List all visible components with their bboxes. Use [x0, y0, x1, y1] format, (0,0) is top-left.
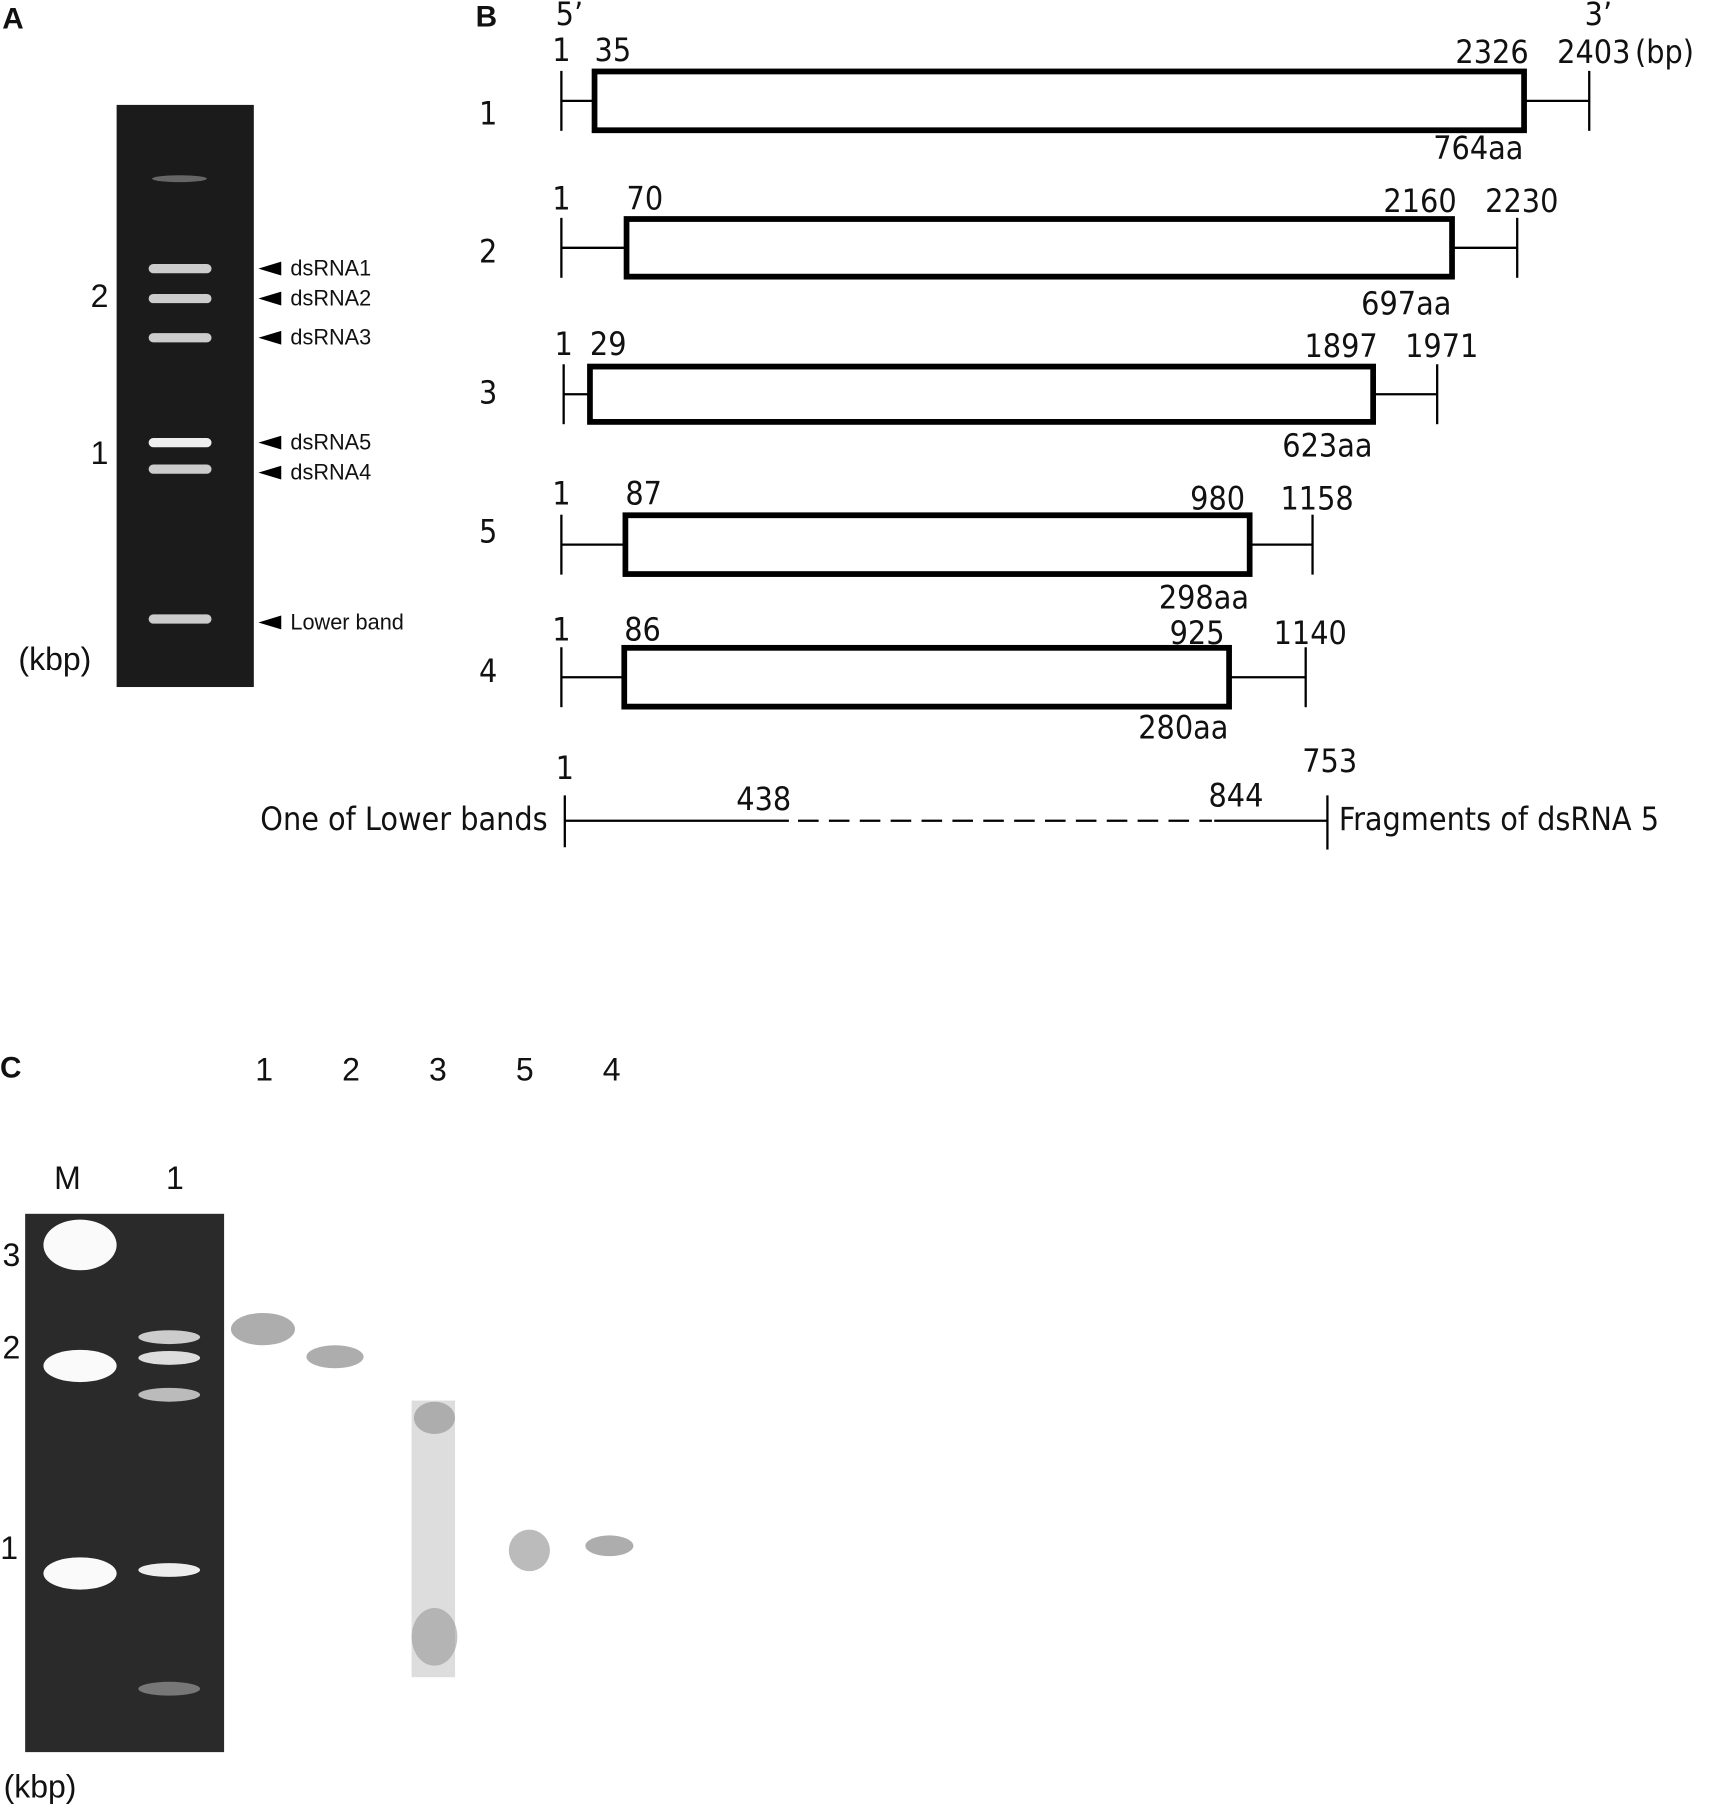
unit-label: (kbp) — [4, 1768, 77, 1804]
fragment-note: Fragments of dsRNA 5 — [1339, 800, 1659, 838]
scale-label: 1 — [0, 1530, 18, 1566]
segment-label: 2 — [479, 233, 497, 271]
blot-signal — [411, 1608, 458, 1666]
lane-label: 4 — [603, 1051, 621, 1087]
lane-label: 2 — [342, 1051, 360, 1087]
segment-label: 5 — [479, 513, 497, 551]
blot-signal — [306, 1345, 364, 1369]
band — [148, 263, 212, 274]
position-label: 1897 — [1305, 327, 1378, 365]
position-label: 1158 — [1280, 479, 1353, 517]
position-label: 753 — [1302, 742, 1357, 780]
position-label: 29 — [590, 325, 627, 363]
panel-label: B — [476, 0, 497, 33]
end-label: 3’ — [1585, 0, 1612, 33]
orf-box — [623, 216, 1455, 280]
arrowhead — [258, 435, 282, 450]
protein-length: 764aa — [1433, 129, 1523, 167]
lane-label: 1 — [166, 1160, 184, 1196]
arrowhead — [258, 261, 282, 276]
segment-label: 4 — [479, 652, 497, 690]
ladder-band — [43, 1557, 117, 1590]
position-label: 87 — [625, 475, 662, 513]
lane-label: M — [54, 1160, 81, 1196]
blot-signal — [508, 1529, 550, 1572]
position-label: 925 — [1170, 614, 1225, 652]
orf-box — [591, 68, 1527, 134]
arrowhead — [258, 291, 282, 306]
gel — [25, 1213, 225, 1753]
gel — [116, 104, 254, 688]
position-label: 1 — [555, 325, 573, 363]
band — [152, 175, 207, 183]
position-label: 1 — [552, 611, 570, 649]
position-label: 2326 — [1455, 33, 1528, 71]
position-label: 438 — [736, 780, 791, 818]
position-label: 1 — [552, 31, 570, 69]
orf-box — [622, 512, 1253, 577]
band — [138, 1387, 201, 1402]
protein-length: 280aa — [1138, 709, 1228, 747]
position-label: 1971 — [1405, 327, 1478, 365]
scale-label: 1 — [91, 435, 109, 471]
arrowhead — [258, 615, 282, 630]
band — [148, 614, 212, 624]
panel-label: A — [2, 3, 23, 36]
position-label: 1 — [552, 475, 570, 513]
band-label: dsRNA1 — [290, 255, 371, 280]
band — [148, 333, 212, 343]
scale-label: 2 — [3, 1329, 21, 1365]
band — [138, 1563, 201, 1577]
protein-length: 623aa — [1282, 426, 1372, 464]
position-label: 35 — [595, 31, 632, 69]
orf-box — [621, 644, 1232, 710]
arrowhead — [258, 465, 282, 480]
blot-signal — [413, 1401, 456, 1434]
lane-label: 5 — [516, 1051, 534, 1087]
position-label: 1 — [552, 179, 570, 217]
protein-length: 298aa — [1159, 578, 1249, 616]
position-label: 86 — [624, 611, 661, 649]
lane-label: 3 — [429, 1051, 447, 1087]
band-label: Lower band — [290, 609, 403, 634]
band — [138, 1330, 201, 1345]
arrowhead — [258, 330, 282, 345]
blot-signal — [230, 1312, 295, 1346]
protein-length: 697aa — [1361, 284, 1451, 322]
blot-signal — [585, 1535, 634, 1557]
band-label: dsRNA4 — [290, 459, 371, 484]
scale-label: 3 — [3, 1237, 21, 1273]
position-label: 70 — [627, 179, 664, 217]
position-label: 1 — [556, 749, 574, 787]
unit-label: (bp) — [1635, 33, 1694, 71]
position-label: 2403 — [1557, 33, 1630, 71]
band — [138, 1681, 201, 1696]
orf-box — [587, 363, 1377, 425]
ladder-band — [43, 1349, 117, 1383]
scale-label: 2 — [91, 278, 109, 314]
band-label: dsRNA2 — [290, 285, 371, 310]
band-label: dsRNA3 — [290, 325, 371, 350]
panel-label: C — [0, 1052, 21, 1085]
position-label: 844 — [1208, 777, 1263, 815]
band — [148, 464, 212, 474]
unit-label: (kbp) — [18, 641, 91, 677]
position-label: 2230 — [1485, 182, 1558, 220]
segment-label: 3 — [479, 373, 497, 411]
band — [148, 293, 212, 304]
band-label: dsRNA5 — [290, 430, 371, 455]
band — [138, 1350, 201, 1365]
position-label: 980 — [1190, 479, 1245, 517]
end-label: 5’ — [556, 0, 583, 33]
fragment-label: One of Lower bands — [260, 800, 547, 838]
position-label: 1140 — [1274, 614, 1347, 652]
ladder-band — [43, 1219, 117, 1271]
band — [148, 438, 212, 448]
position-label: 2160 — [1383, 182, 1456, 220]
lane-label: 1 — [255, 1051, 273, 1087]
segment-label: 1 — [479, 94, 497, 132]
